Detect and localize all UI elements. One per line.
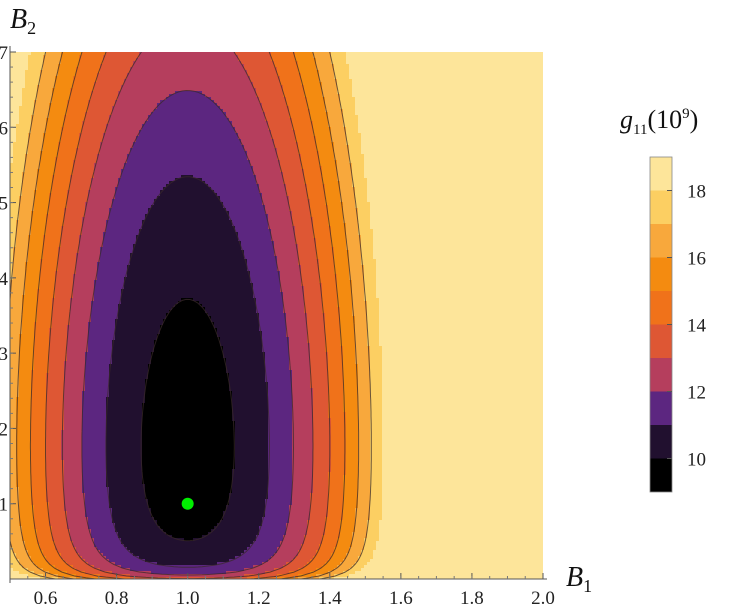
x-tick-label: 1.2 [247,588,271,609]
axes-layer: 0.6 0.8 1.0 1.2 1.4 1.6 1.8 2.0 1 2 3 4 5 6 7 [0,43,555,609]
x-axis-title: B1 [566,562,592,596]
colorbar-band [650,157,672,191]
contour-line-10 [140,298,235,542]
x-tick-label: 0.6 [34,588,58,609]
contour-line-14 [45,52,331,579]
x-tick-label: 1.6 [389,588,413,609]
contour-line-12 [81,90,294,576]
colorbar-title: g11(109) [620,105,698,138]
y-tick-label: 6 [0,118,8,139]
contour-line-15 [29,52,346,579]
x-tick-label: 1.4 [318,588,342,609]
x-tick-label: 0.8 [105,588,129,609]
contour-line-16 [16,52,360,579]
colorbar-band [650,257,672,291]
contour-line-layer [10,52,372,579]
colorbar-tick-label: 12 [687,383,706,404]
x-tick-label: 1.0 [176,588,200,609]
colorbar-tick-label: 16 [687,249,706,270]
x-tick-label: 1.8 [460,588,484,609]
colorbar-band [650,458,672,492]
marker-layer [181,497,194,510]
minimum-marker [181,497,194,510]
colorbar-band [650,291,672,325]
colorbar-band [650,324,672,358]
y-tick-label: 3 [0,344,8,365]
y-axis-title: B2 [10,4,36,38]
colorbar-band [650,391,672,425]
contour-fill-layer [10,52,543,579]
contour-line-11 [105,176,270,568]
colorbar-band [650,224,672,258]
y-tick-label: 7 [0,43,8,64]
contour-line-13 [61,52,314,579]
y-tick-label: 4 [0,269,9,290]
colorbar-band [650,425,672,459]
y-tick-label: 1 [0,495,8,516]
colorbar-tick-label: 10 [687,450,706,471]
colorbar-tick-label: 18 [687,182,706,203]
y-tick-label: 2 [0,419,8,440]
x-tick-label: 2.0 [531,588,555,609]
contour-line-17 [10,52,372,579]
colorbar-band [650,190,672,224]
colorbar-band [650,358,672,392]
y-tick-label: 5 [0,194,8,215]
colorbar: 10 12 14 16 18 [649,156,707,493]
colorbar-tick-label: 14 [687,316,707,337]
